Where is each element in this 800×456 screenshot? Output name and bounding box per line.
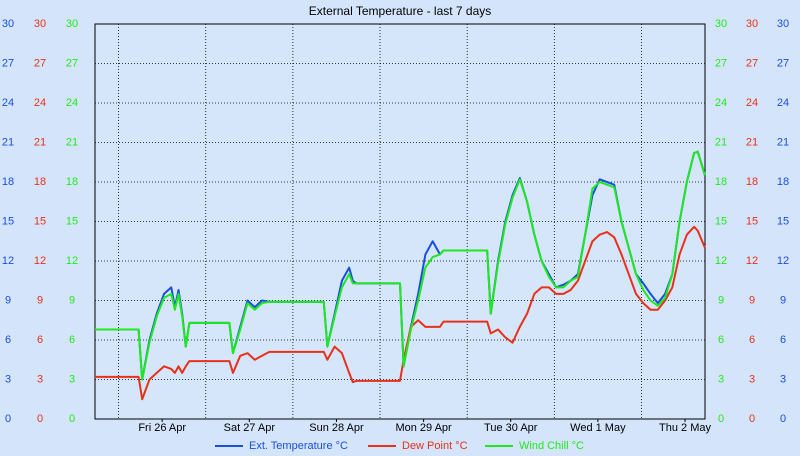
y-tick-label: 18 — [715, 176, 727, 188]
x-tick-label: Sun 28 Apr — [309, 422, 364, 434]
plot-area — [94, 23, 706, 420]
y-tick-label: 9 — [749, 294, 755, 306]
y-tick-label: 12 — [746, 255, 758, 267]
y-tick-label: 21 — [777, 136, 789, 148]
y-tick-label: 3 — [5, 373, 11, 385]
y-tick-label: 0 — [37, 413, 43, 425]
y-tick-label: 21 — [34, 136, 46, 148]
y-tick-label: 24 — [746, 97, 758, 109]
y-tick-label: 27 — [746, 57, 758, 69]
y-tick-label: 30 — [34, 18, 46, 30]
y-tick-label: 3 — [749, 373, 755, 385]
x-tick-label: Wed 1 May — [570, 422, 626, 434]
y-tick-label: 15 — [2, 215, 14, 227]
y-tick-label: 21 — [66, 136, 78, 148]
y-tick-label: 12 — [777, 255, 789, 267]
y-tick-label: 27 — [34, 57, 46, 69]
y-tick-label: 18 — [777, 176, 789, 188]
y-tick-label: 27 — [2, 57, 14, 69]
legend-label: Ext. Temperature °C — [249, 440, 348, 452]
y-tick-label: 15 — [34, 215, 46, 227]
y-tick-label: 9 — [780, 294, 786, 306]
y-tick-label: 15 — [715, 215, 727, 227]
y-tick-label: 0 — [780, 413, 786, 425]
y-tick-label: 3 — [780, 373, 786, 385]
y-tick-label: 3 — [37, 373, 43, 385]
x-tick-label: Fri 26 Apr — [138, 422, 186, 434]
y-tick-label: 0 — [718, 413, 724, 425]
y-tick-label: 12 — [2, 255, 14, 267]
y-tick-label: 6 — [780, 334, 786, 346]
y-tick-label: 0 — [749, 413, 755, 425]
y-tick-label: 27 — [66, 57, 78, 69]
x-tick-label: Sat 27 Apr — [224, 422, 276, 434]
x-tick-label: Tue 30 Apr — [484, 422, 538, 434]
series-line — [95, 225, 706, 401]
y-tick-label: 6 — [69, 334, 75, 346]
y-tick-label: 30 — [777, 18, 789, 30]
y-tick-label: 15 — [746, 215, 758, 227]
y-tick-label: 18 — [746, 176, 758, 188]
y-tick-label: 0 — [5, 413, 11, 425]
y-tick-label: 12 — [66, 255, 78, 267]
y-tick-label: 24 — [777, 97, 789, 109]
y-tick-label: 9 — [718, 294, 724, 306]
y-tick-label: 0 — [69, 413, 75, 425]
y-tick-label: 15 — [66, 215, 78, 227]
legend-label: Wind Chill °C — [519, 440, 584, 452]
y-tick-label: 12 — [34, 255, 46, 267]
chart-title: External Temperature - last 7 days — [309, 4, 492, 18]
y-tick-label: 30 — [715, 18, 727, 30]
y-tick-label: 21 — [746, 136, 758, 148]
y-tick-label: 21 — [715, 136, 727, 148]
x-tick-label: Thu 2 May — [659, 422, 711, 434]
y-tick-label: 3 — [718, 373, 724, 385]
y-tick-label: 3 — [69, 373, 75, 385]
x-tick-label: Mon 29 Apr — [395, 422, 452, 434]
y-tick-label: 6 — [37, 334, 43, 346]
y-tick-label: 24 — [66, 97, 78, 109]
y-tick-label: 9 — [5, 294, 11, 306]
y-tick-label: 18 — [34, 176, 46, 188]
y-tick-label: 12 — [715, 255, 727, 267]
y-tick-label: 30 — [746, 18, 758, 30]
y-tick-label: 24 — [715, 97, 727, 109]
y-tick-label: 30 — [2, 18, 14, 30]
y-tick-label: 30 — [66, 18, 78, 30]
y-tick-label: 27 — [715, 57, 727, 69]
y-tick-label: 27 — [777, 57, 789, 69]
y-tick-label: 18 — [2, 176, 14, 188]
y-tick-label: 15 — [777, 215, 789, 227]
series-line — [95, 150, 706, 381]
y-tick-label: 6 — [5, 334, 11, 346]
y-tick-label: 18 — [66, 176, 78, 188]
y-tick-label: 6 — [718, 334, 724, 346]
y-tick-label: 21 — [2, 136, 14, 148]
y-tick-label: 9 — [37, 294, 43, 306]
y-tick-label: 24 — [34, 97, 46, 109]
y-tick-label: 24 — [2, 97, 14, 109]
y-tick-label: 6 — [749, 334, 755, 346]
legend-label: Dew Point °C — [402, 440, 468, 452]
y-tick-label: 9 — [69, 294, 75, 306]
